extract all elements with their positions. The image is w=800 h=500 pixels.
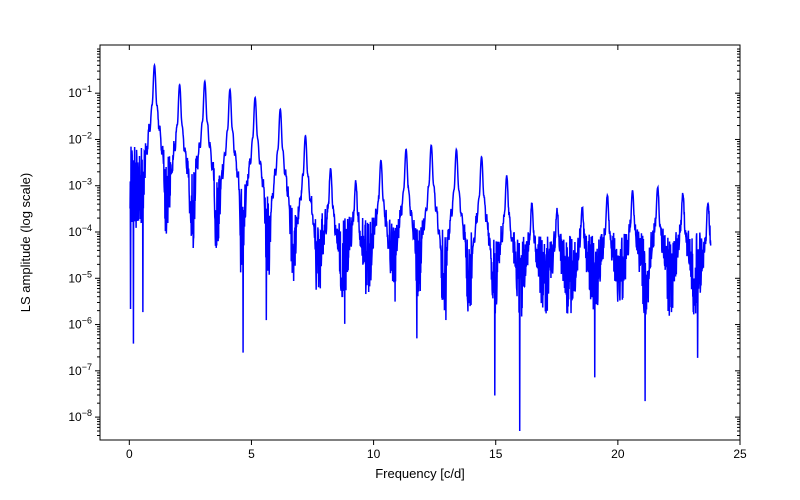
- x-tick-label: 10: [367, 447, 381, 461]
- x-tick-label: 20: [611, 447, 625, 461]
- chart-container: { "chart": { "type": "line", "width": 80…: [0, 0, 800, 500]
- y-axis-label: LS amplitude (log scale): [18, 173, 33, 312]
- x-axis-label: Frequency [c/d]: [375, 466, 465, 481]
- x-tick-label: 25: [733, 447, 747, 461]
- chart-background: [0, 0, 800, 500]
- x-tick-label: 0: [126, 447, 133, 461]
- chart-svg: 051015202510−810−710−610−510−410−310−210…: [0, 0, 800, 500]
- x-tick-label: 5: [248, 447, 255, 461]
- x-tick-label: 15: [489, 447, 503, 461]
